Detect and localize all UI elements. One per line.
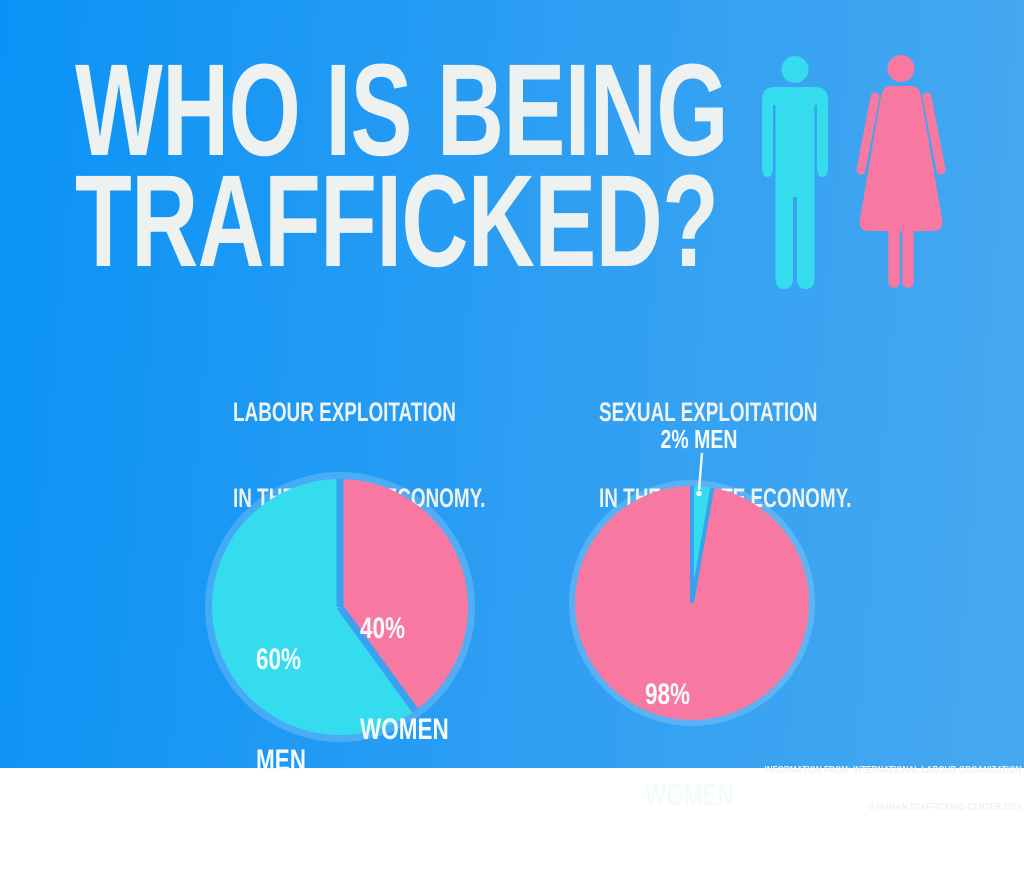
female-icon [856,55,946,288]
sexual-chart-heading-line1: SEXUAL EXPLOITATION [599,396,818,427]
male-icon [762,56,828,289]
pie-sexual-svg [569,480,815,726]
male-icon-head [781,56,809,83]
labour-women-pct: 40% [360,611,406,645]
female-icon-right-arm [922,92,946,175]
labour-men-word: MEN [256,744,307,778]
source-footer-line2: © HUMAN TRAFFICKING CENTER 2014 [867,800,1021,813]
sexual-women-word: WOMEN [645,779,734,813]
page-title-line1: WHO IS BEING [75,36,729,183]
sexual-men-callout: 2% MEN [660,424,738,454]
labour-men-label: 60% MEN [256,575,306,846]
sexual-women-label: 98% WOMEN [645,610,734,881]
leader-line [697,452,704,491]
pie-slice-labour-men [211,479,416,735]
labour-men-pct: 60% [256,642,302,676]
labour-women-word: WOMEN [360,713,449,747]
page-title-line2: TRAFFICKED? [75,147,719,294]
pie-slice-divider [337,604,419,713]
pie-labour-svg [205,472,475,742]
labour-women-label: 40% WOMEN [360,544,449,815]
leader-dot [696,490,702,497]
labour-chart-heading-line1: LABOUR EXPLOITATION [233,396,456,427]
female-icon-dress [859,86,943,231]
female-icon-left-arm [856,92,880,175]
source-footer-line1: INFORMATION FROM: INTERNATIONAL LABOUR O… [764,763,1021,776]
source-footer: INFORMATION FROM: INTERNATIONAL LABOUR O… [764,739,1021,838]
infographic-canvas: WHO IS BEING TRAFFICKED? LABOUR EXPLOITA… [0,0,1024,813]
sexual-women-pct: 98% [645,677,691,711]
pie-slice-divider [690,487,715,604]
sexual-men-leader-line [696,452,704,497]
male-icon-body [762,87,828,289]
pie-slice-labour-women [340,479,468,711]
female-icon-head [887,55,915,82]
